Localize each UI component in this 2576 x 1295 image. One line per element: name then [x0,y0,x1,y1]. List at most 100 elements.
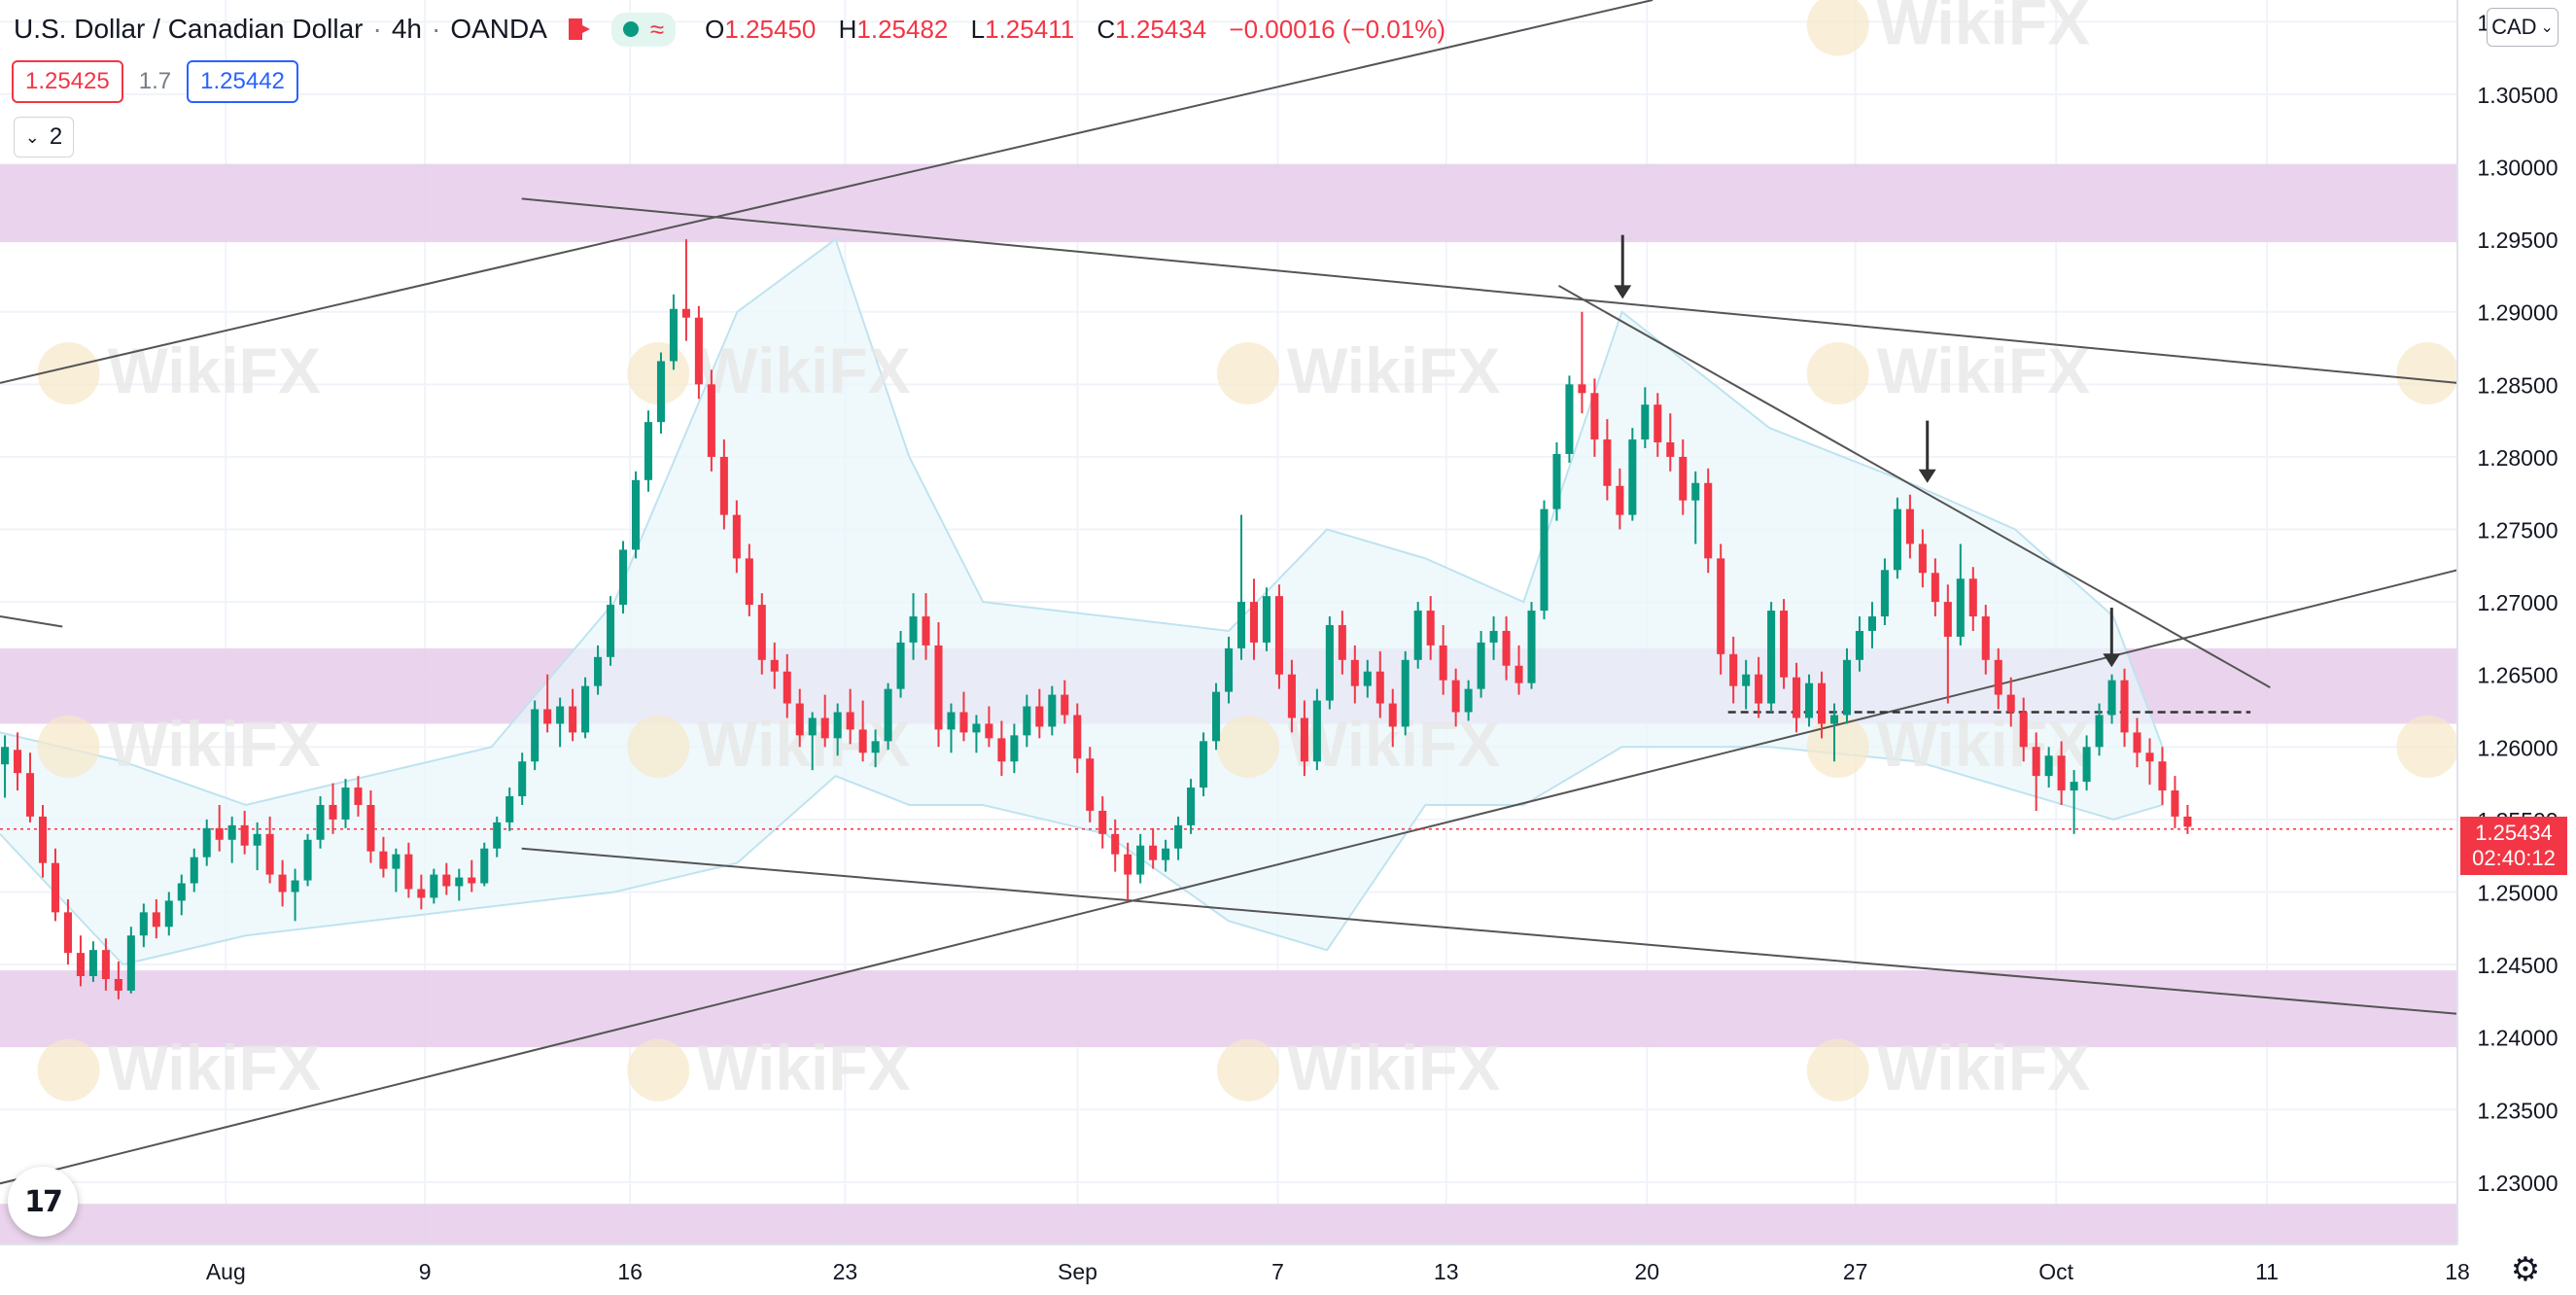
indicators-count: 2 [49,123,63,150]
candle-body [38,816,48,863]
market-status-pill[interactable]: ≈ [610,12,677,47]
candle-body [152,912,160,928]
candle-body [2183,816,2192,827]
buy-button[interactable]: 1.25442 [187,60,298,103]
candle-body [631,479,641,550]
price-tick-label: 1.27500 [2477,518,2558,543]
time-tick-label: 11 [2255,1259,2279,1284]
candle-body [493,822,502,849]
candle-body [1905,508,1914,544]
indicators-toggle[interactable]: ⌄ 2 [14,117,74,158]
low-value: 1.25411 [985,14,1075,44]
header-separator: · [431,14,441,44]
candle-body [934,645,943,730]
flag-icon[interactable] [568,18,590,40]
candle-body [1679,456,1688,501]
candle-body [1729,653,1738,686]
watermark-logo-icon [1217,1038,1279,1102]
candle-body [757,605,766,660]
candle-body [1742,674,1751,686]
candle-body [884,688,892,742]
gear-icon[interactable]: ⚙ [2510,1251,2541,1288]
candle-body [1565,384,1574,454]
candle-body [2006,694,2015,713]
price-tick-label: 1.29500 [2477,228,2558,253]
candle-body [1451,680,1460,713]
bollinger-band [0,237,2164,966]
candle-body [2171,790,2179,817]
candle-body [2019,712,2028,748]
chevron-down-icon: ⌄ [2540,19,2554,36]
header-separator: · [372,14,382,44]
candle-body [1477,642,1485,689]
last-price-value: 1.25434 [2475,821,2553,845]
candle-body [139,912,148,936]
candle-body [1010,735,1019,762]
candle-body [543,709,552,724]
sell-button[interactable]: 1.25425 [12,60,123,103]
candle-body [1023,706,1031,736]
candle-body [1363,671,1372,686]
candle-body [619,549,628,606]
candle-body [1287,674,1296,718]
market-open-dot-icon [622,21,639,37]
candle-body [2082,747,2091,783]
candle-body [2145,752,2154,762]
symbol-header[interactable]: U.S. Dollar / Canadian Dollar · 4h · OAN… [14,8,1461,51]
close-label: C [1097,14,1116,44]
candle-body [430,874,438,898]
candle-body [1981,616,1990,660]
candle-body [442,874,451,887]
trendline-rising-support [0,569,2458,1185]
watermark-logo-icon [1806,342,1869,404]
candle-body [656,361,665,423]
arrow-head [1918,469,1936,483]
candle-body [2158,761,2167,791]
time-tick-label: 23 [833,1259,858,1284]
candle-body [1300,718,1308,762]
candle-body [341,788,350,820]
candle-body [556,706,565,724]
candle-body [303,839,312,881]
candle-body [1893,508,1901,571]
currency-selector[interactable]: CAD ⌄ [2487,8,2559,47]
candle-body [2107,680,2116,716]
watermark-text: WikiFX [697,334,910,406]
timeframe-label[interactable]: 4h [391,14,422,44]
tradingview-logo-icon[interactable]: 17 [8,1167,78,1237]
candle-body [997,738,1006,762]
candle-body [404,854,413,890]
price-tick-label: 1.25000 [2477,880,2558,905]
candle-body [518,761,527,797]
ohlc-readout: O1.25450 H1.25482 L1.25411 C1.25434 −0.0… [705,15,1461,45]
candle-body [947,712,956,730]
symbol-name[interactable]: U.S. Dollar / Canadian Dollar [14,14,364,44]
candle-body [1502,630,1511,666]
band-fill [0,239,2163,965]
candle-body [569,706,577,733]
candle-body [1994,659,2002,695]
candle-body [1691,482,1700,501]
chevron-down-icon: ⌄ [24,126,40,147]
trendlines[interactable] [0,0,2458,1185]
candle-body [291,880,299,892]
candle-body [909,616,918,643]
candle-body [707,384,715,457]
watermark-text: WikiFX [697,1032,910,1103]
watermark-text: WikiFX [1287,334,1500,406]
trendline-upper-channel-resistance [521,197,2458,384]
candle-body [607,605,615,657]
candle-body [531,709,540,762]
candle-body [1590,393,1599,440]
candle-body [732,514,741,559]
candle-body [1098,810,1107,834]
candle-body [1540,508,1549,612]
annotation-arrows[interactable] [1614,234,2121,668]
candle-body [1274,596,1283,675]
candle-body [694,317,703,385]
open-label: O [705,14,725,44]
sr-zone [0,1204,2457,1247]
candle-body [505,796,514,822]
candle-body [770,659,779,672]
